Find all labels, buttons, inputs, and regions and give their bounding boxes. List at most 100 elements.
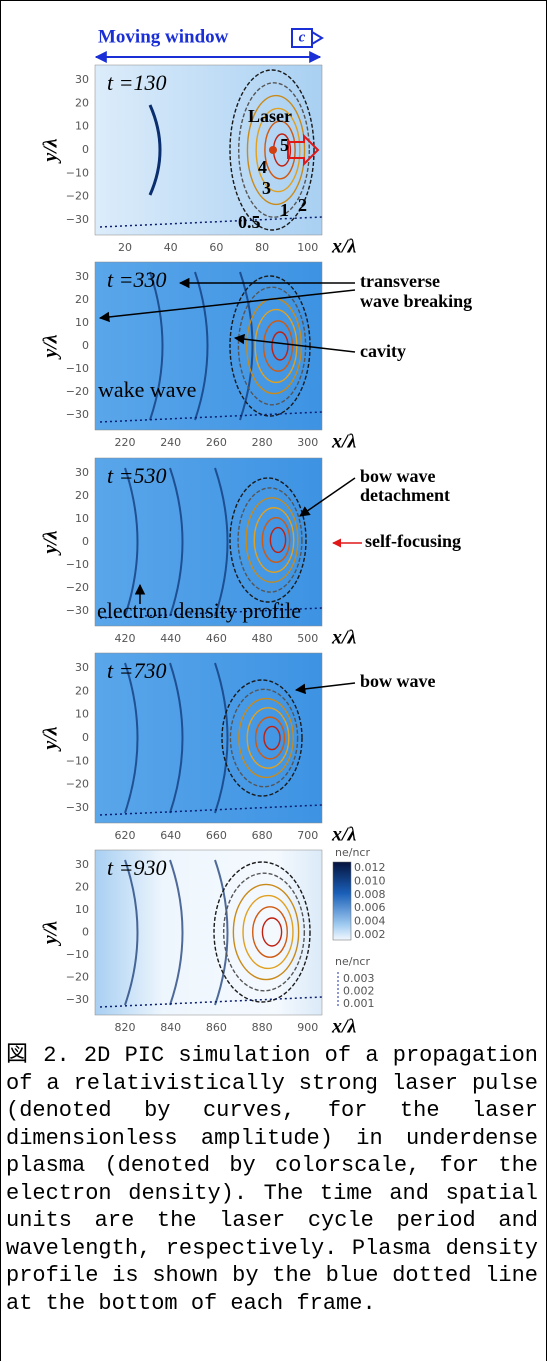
annotation: Laser (248, 106, 292, 126)
y-tick-label: −10 (66, 558, 89, 571)
y-axis-label: y/λ (40, 138, 62, 163)
time-label: t =330 (107, 267, 166, 292)
x-tick-label: 480 (252, 632, 273, 645)
x-axis-label: x/λ (331, 824, 357, 846)
x-tick-label: 420 (115, 632, 136, 645)
y-tick-label: −20 (66, 778, 89, 791)
y-tick-label: −10 (66, 754, 89, 767)
x-axis-label: x/λ (331, 431, 357, 453)
colorbar-tick: 0.002 (354, 928, 386, 941)
y-axis-label: y/λ (40, 726, 62, 751)
x-tick-label: 240 (160, 436, 181, 449)
colorbar-tick: 0.006 (354, 901, 386, 914)
laser-peak (269, 146, 277, 154)
annotation: detachment (360, 485, 450, 505)
x-tick-label: 40 (164, 241, 178, 254)
time-label: t =130 (107, 70, 166, 95)
y-tick-label: −10 (66, 166, 89, 179)
annotation: 2 (298, 195, 307, 215)
y-axis-label: y/λ (40, 921, 62, 946)
y-tick-label: −30 (66, 408, 89, 421)
y-tick-label: 20 (75, 881, 89, 894)
y-tick-label: 20 (75, 293, 89, 306)
y-axis-label: y/λ (40, 530, 62, 555)
y-tick-label: 10 (75, 120, 89, 133)
y-tick-label: 0 (82, 731, 89, 744)
caption: 図 2. 2D PIC simulation of a propagation … (6, 1042, 538, 1317)
colorbar2-tick: 0.002 (343, 985, 375, 998)
x-tick-label: 60 (209, 241, 223, 254)
y-tick-label: 0 (82, 143, 89, 156)
arrow-label: c (299, 29, 306, 45)
x-tick-label: 880 (252, 1021, 273, 1034)
x-tick-label: 220 (115, 436, 136, 449)
x-tick-label: 80 (255, 241, 269, 254)
annotation: electron density profile (97, 598, 301, 623)
x-tick-label: 820 (115, 1021, 136, 1034)
time-label: t =530 (107, 463, 166, 488)
annotation: transverse (360, 271, 440, 291)
x-tick-label: 860 (206, 1021, 227, 1034)
colorbar2-title: ne/ncr (335, 955, 370, 968)
arrow-head (312, 32, 322, 44)
x-axis-label: x/λ (331, 627, 357, 649)
x-tick-label: 20 (118, 241, 132, 254)
annotation: self-focusing (365, 531, 461, 551)
x-tick-label: 280 (252, 436, 273, 449)
annotation: 5 (280, 135, 289, 155)
x-axis-label: x/λ (331, 1016, 357, 1038)
y-tick-label: −20 (66, 385, 89, 398)
y-tick-label: −30 (66, 213, 89, 226)
y-tick-label: 10 (75, 316, 89, 329)
annotation: wave breaking (360, 291, 472, 311)
y-tick-label: −20 (66, 190, 89, 203)
y-tick-label: 30 (75, 270, 89, 283)
colorbar2-tick: 0.001 (343, 997, 375, 1010)
colorbar-tick: 0.004 (354, 915, 386, 928)
colorbar-tick: 0.010 (354, 874, 386, 887)
y-tick-label: −10 (66, 948, 89, 961)
y-tick-label: −30 (66, 993, 89, 1006)
annotation: 1 (280, 200, 289, 220)
x-tick-label: 300 (297, 436, 318, 449)
y-tick-label: 30 (75, 661, 89, 674)
x-tick-label: 700 (297, 829, 318, 842)
colorbar-title: ne/ncr (335, 846, 370, 859)
y-tick-label: 0 (82, 535, 89, 548)
y-tick-label: 10 (75, 512, 89, 525)
x-tick-label: 100 (297, 241, 318, 254)
x-tick-label: 900 (297, 1021, 318, 1034)
page: {"header": {"title": "Moving window", "a… (0, 0, 547, 1362)
time-label: t =930 (107, 855, 166, 880)
y-tick-label: −20 (66, 581, 89, 594)
x-tick-label: 440 (160, 632, 181, 645)
colorbar (333, 862, 351, 940)
y-tick-label: −30 (66, 604, 89, 617)
y-tick-label: −30 (66, 801, 89, 814)
x-tick-label: 660 (206, 829, 227, 842)
y-tick-label: −10 (66, 362, 89, 375)
y-tick-label: 30 (75, 858, 89, 871)
colorbar-tick: 0.008 (354, 888, 386, 901)
y-tick-label: 20 (75, 489, 89, 502)
x-tick-label: 500 (297, 632, 318, 645)
annotation: 4 (258, 157, 267, 177)
annotation: wake wave (98, 377, 196, 402)
annotation: bow wave (360, 466, 436, 486)
x-tick-label: 680 (252, 829, 273, 842)
header-title: Moving window (98, 26, 229, 47)
annotation: bow wave (360, 671, 436, 691)
x-tick-label: 260 (206, 436, 227, 449)
annotation: cavity (360, 341, 406, 361)
y-tick-label: 30 (75, 466, 89, 479)
y-tick-label: 0 (82, 926, 89, 939)
y-tick-label: 10 (75, 903, 89, 916)
y-tick-label: 20 (75, 96, 89, 109)
colorbar-tick: 0.012 (354, 861, 386, 874)
x-tick-label: 640 (160, 829, 181, 842)
y-tick-label: 30 (75, 73, 89, 86)
y-tick-label: 20 (75, 684, 89, 697)
y-tick-label: 10 (75, 708, 89, 721)
y-axis-label: y/λ (40, 334, 62, 359)
